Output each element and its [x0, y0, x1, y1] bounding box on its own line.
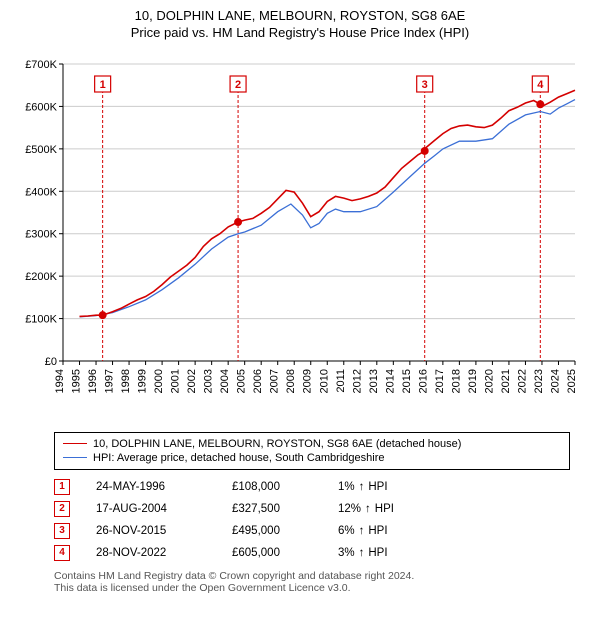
svg-text:2025: 2025 [566, 369, 578, 393]
table-row: 3 26-NOV-2015 £495,000 6% ↑ HPI [54, 520, 570, 542]
svg-text:£0: £0 [45, 356, 57, 368]
svg-text:1998: 1998 [120, 369, 132, 393]
svg-text:1995: 1995 [71, 369, 83, 393]
tx-pct: 6% ↑ HPI [338, 525, 448, 537]
footer-attribution: Contains HM Land Registry data © Crown c… [54, 570, 570, 594]
svg-text:2001: 2001 [170, 369, 182, 393]
title-line2: Price paid vs. HM Land Registry's House … [10, 25, 590, 40]
svg-text:3: 3 [422, 79, 428, 91]
tx-price: £108,000 [232, 481, 312, 493]
table-row: 1 24-MAY-1996 £108,000 1% ↑ HPI [54, 476, 570, 498]
svg-text:2005: 2005 [236, 369, 248, 393]
line-chart-svg: £0 £100K £200K £300K £400K £500K £600K £700K 199… [15, 46, 585, 426]
tx-date: 28-NOV-2022 [96, 547, 206, 559]
svg-text:2008: 2008 [285, 369, 297, 393]
tx-marker-icon: 2 [54, 501, 70, 517]
legend-box: 10, DOLPHIN LANE, MELBOURN, ROYSTON, SG8… [54, 432, 570, 470]
svg-text:£600K: £600K [25, 101, 57, 113]
svg-text:2002: 2002 [186, 369, 198, 393]
chart-container: 10, DOLPHIN LANE, MELBOURN, ROYSTON, SG8… [0, 0, 600, 620]
tx-marker-icon: 4 [54, 545, 70, 561]
tx-price: £605,000 [232, 547, 312, 559]
svg-text:2018: 2018 [450, 369, 462, 393]
svg-text:1: 1 [100, 79, 106, 91]
svg-text:2006: 2006 [252, 369, 264, 393]
legend-item-property: 10, DOLPHIN LANE, MELBOURN, ROYSTON, SG8… [63, 437, 561, 451]
svg-text:£400K: £400K [25, 186, 57, 198]
footer-line1: Contains HM Land Registry data © Crown c… [54, 570, 570, 582]
svg-text:2000: 2000 [153, 369, 165, 393]
svg-text:2016: 2016 [417, 369, 429, 393]
tx-date: 26-NOV-2015 [96, 525, 206, 537]
arrow-up-icon: ↑ [359, 547, 365, 559]
table-row: 2 17-AUG-2004 £327,500 12% ↑ HPI [54, 498, 570, 520]
svg-text:2013: 2013 [368, 369, 380, 393]
svg-text:2017: 2017 [434, 369, 446, 393]
tx-date: 17-AUG-2004 [96, 503, 206, 515]
tx-pct: 1% ↑ HPI [338, 481, 448, 493]
svg-text:1996: 1996 [87, 369, 99, 393]
svg-text:2004: 2004 [219, 369, 231, 393]
transactions-table: 1 24-MAY-1996 £108,000 1% ↑ HPI 2 17-AUG… [54, 476, 570, 564]
arrow-up-icon: ↑ [365, 503, 371, 515]
svg-text:2015: 2015 [401, 369, 413, 393]
legend-label-hpi: HPI: Average price, detached house, Sout… [93, 452, 384, 464]
svg-text:2003: 2003 [203, 369, 215, 393]
legend-swatch-property [63, 443, 87, 444]
tx-price: £495,000 [232, 525, 312, 537]
svg-text:£200K: £200K [25, 271, 57, 283]
tx-pct: 12% ↑ HPI [338, 503, 448, 515]
svg-text:2014: 2014 [384, 369, 396, 393]
svg-text:1994: 1994 [54, 369, 66, 393]
svg-text:2022: 2022 [516, 369, 528, 393]
svg-text:£300K: £300K [25, 229, 57, 241]
svg-text:2010: 2010 [318, 369, 330, 393]
tx-date: 24-MAY-1996 [96, 481, 206, 493]
legend-label-property: 10, DOLPHIN LANE, MELBOURN, ROYSTON, SG8… [93, 438, 461, 450]
svg-text:1999: 1999 [137, 369, 149, 393]
tx-pct: 3% ↑ HPI [338, 547, 448, 559]
svg-text:2020: 2020 [483, 369, 495, 393]
svg-text:2024: 2024 [549, 369, 561, 393]
legend-item-hpi: HPI: Average price, detached house, Sout… [63, 451, 561, 465]
svg-text:2007: 2007 [269, 369, 281, 393]
chart-area: £0 £100K £200K £300K £400K £500K £600K £700K 199… [15, 46, 585, 426]
svg-text:£100K: £100K [25, 313, 57, 325]
svg-text:2009: 2009 [302, 369, 314, 393]
svg-text:2012: 2012 [351, 369, 363, 393]
svg-text:2019: 2019 [467, 369, 479, 393]
svg-text:2011: 2011 [335, 369, 347, 393]
table-row: 4 28-NOV-2022 £605,000 3% ↑ HPI [54, 542, 570, 564]
svg-text:1997: 1997 [104, 369, 116, 393]
svg-text:2: 2 [235, 79, 241, 91]
tx-price: £327,500 [232, 503, 312, 515]
arrow-up-icon: ↑ [359, 481, 365, 493]
tx-marker-icon: 3 [54, 523, 70, 539]
svg-text:£500K: £500K [25, 144, 57, 156]
tx-marker-icon: 1 [54, 479, 70, 495]
title-line1: 10, DOLPHIN LANE, MELBOURN, ROYSTON, SG8… [10, 8, 590, 25]
svg-text:4: 4 [537, 79, 544, 91]
svg-text:£700K: £700K [25, 59, 57, 71]
arrow-up-icon: ↑ [359, 525, 365, 537]
svg-text:2023: 2023 [533, 369, 545, 393]
svg-text:2021: 2021 [500, 369, 512, 393]
legend-swatch-hpi [63, 457, 87, 458]
footer-line2: This data is licensed under the Open Gov… [54, 582, 570, 594]
